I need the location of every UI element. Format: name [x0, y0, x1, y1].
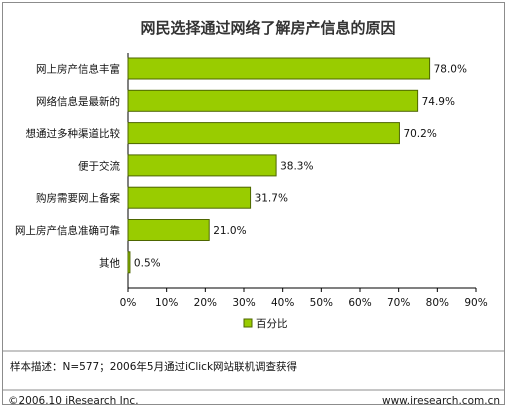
x-tick-label: 40%	[271, 297, 294, 309]
category-label: 购房需要网上备案	[36, 192, 120, 205]
category-labels-group: 网上房产信息丰富网络信息是最新的想通过多种渠道比较便于交流购房需要网上备案网上房…	[15, 63, 120, 270]
x-ticks-group: 0% 10% 20% 30% 40% 50% 60% 70% 80% 90%	[120, 288, 488, 309]
value-label: 0.5%	[134, 257, 161, 269]
chart-title: 网民选择通过网络了解房产信息的原因	[140, 19, 395, 37]
x-tick-label: 60%	[348, 297, 371, 309]
bar-1	[127, 57, 431, 80]
x-tick-label: 90%	[464, 297, 487, 309]
category-label: 想通过多种渠道比较	[26, 127, 121, 140]
category-label: 网络信息是最新的	[36, 95, 120, 108]
legend-label: 百分比	[256, 317, 288, 330]
category-label: 网上房产信息丰富	[36, 63, 120, 76]
website-link[interactable]: www.iresearch.com.cn	[382, 395, 500, 407]
category-label: 其他	[99, 256, 120, 269]
bar-2	[127, 89, 419, 112]
x-tick-label: 30%	[232, 297, 255, 309]
legend: 百分比	[243, 317, 288, 330]
bars-group	[127, 57, 431, 274]
x-tick-label: 80%	[426, 297, 449, 309]
bar-3	[127, 122, 400, 145]
bar-4	[127, 154, 277, 177]
bar-7	[127, 251, 131, 274]
x-tick-label: 50%	[310, 297, 333, 309]
value-label: 38.3%	[280, 160, 313, 172]
sample-note: 样本描述：N=577；2006年5月通过iClick网站联机调查获得	[10, 360, 297, 373]
value-labels-group: 78.0% 74.9% 70.2% 38.3% 31.7% 21.0% 0.5%	[134, 64, 467, 270]
copyright-text: ©2006.10 iResearch Inc.	[8, 395, 139, 407]
x-tick-label: 10%	[155, 297, 178, 309]
bar-5	[127, 186, 252, 209]
legend-swatch	[243, 318, 253, 328]
value-label: 31.7%	[255, 193, 288, 205]
plot-area: 0% 10% 20% 30% 40% 50% 60% 70% 80% 90% 网上房产信息丰富网络…	[15, 53, 488, 309]
x-tick-label: 20%	[194, 297, 217, 309]
value-label: 70.2%	[403, 128, 436, 140]
category-label: 便于交流	[78, 159, 120, 172]
value-label: 21.0%	[213, 225, 246, 237]
x-tick-label: 0%	[120, 297, 137, 309]
category-label: 网上房产信息准确可靠	[15, 224, 120, 237]
value-label: 74.9%	[422, 96, 455, 108]
x-tick-label: 70%	[387, 297, 410, 309]
value-label: 78.0%	[434, 64, 467, 76]
bar-6	[127, 219, 210, 241]
